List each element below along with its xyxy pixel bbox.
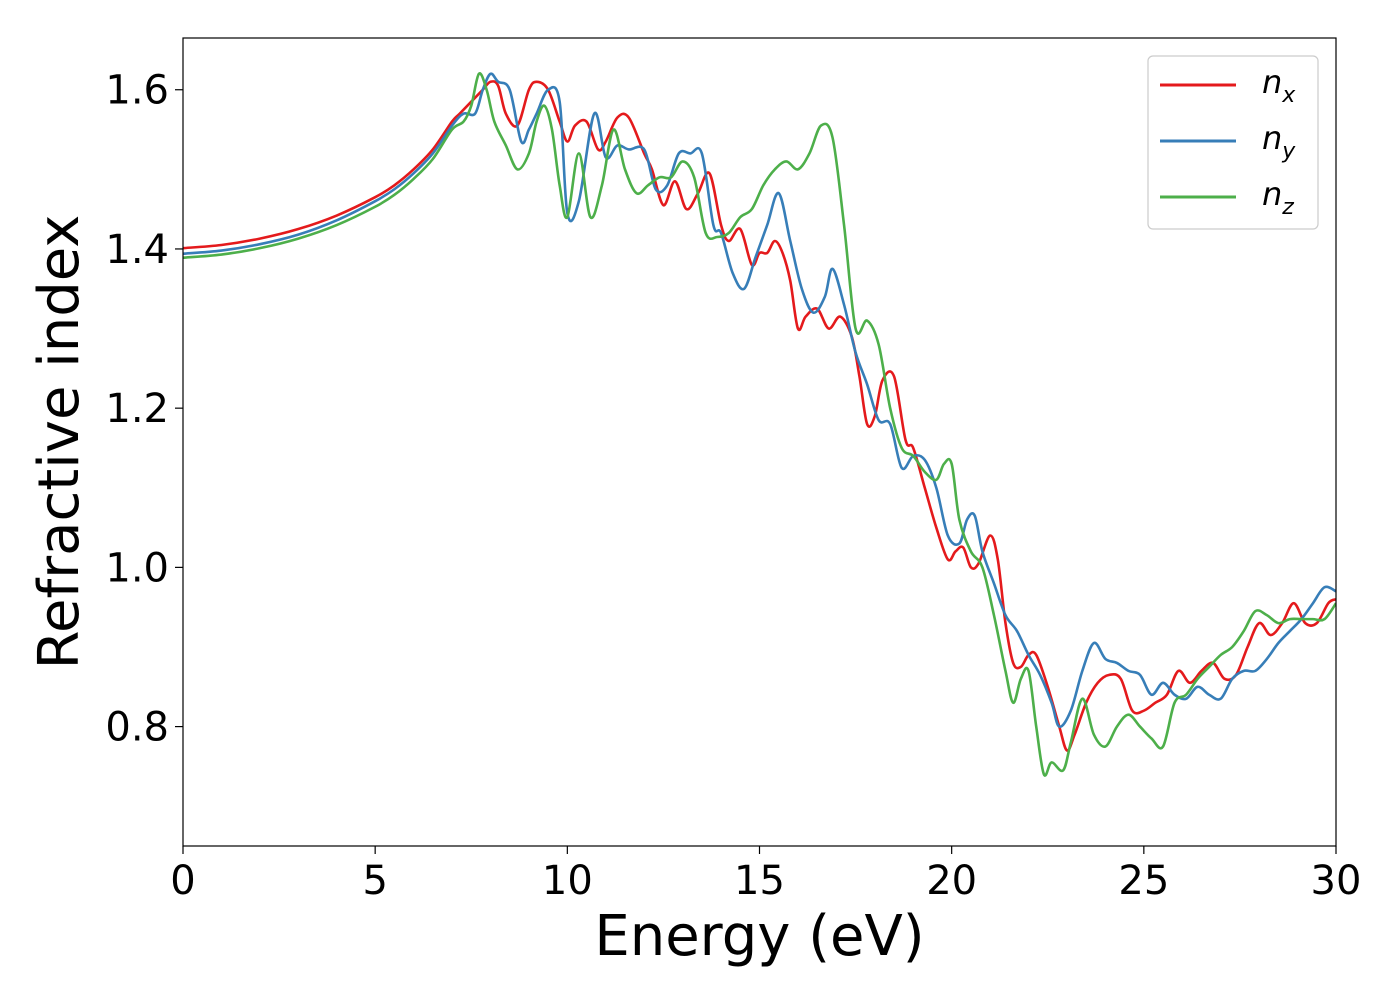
x-axis-ticks: 0 5 10 15 20 25 30	[170, 846, 1361, 904]
x-tick-label: 30	[1311, 858, 1362, 904]
legend-label-z: nz	[1262, 175, 1294, 220]
x-tick-label: 0	[170, 858, 195, 904]
legend-label-base: n	[1262, 119, 1282, 157]
y-tick-label: 0.8	[105, 705, 169, 751]
x-tick-label: 5	[362, 858, 387, 904]
legend-label-y: ny	[1262, 119, 1296, 164]
series-line-y	[183, 72, 1336, 728]
legend-label-subscript: z	[1281, 195, 1294, 220]
legend-label-base: n	[1262, 175, 1282, 213]
series-lines	[183, 72, 1336, 777]
y-tick-label: 1.4	[105, 227, 169, 273]
y-tick-label: 1.6	[105, 68, 169, 114]
y-axis-title: Refractive index	[27, 215, 92, 670]
y-tick-label: 1.2	[105, 386, 169, 432]
x-axis-title: Energy (eV)	[594, 904, 924, 969]
series-line-z	[183, 72, 1336, 777]
series-line-x	[183, 80, 1336, 752]
y-axis-ticks: 0.8 1.0 1.2 1.4 1.6	[105, 68, 183, 751]
legend-label-subscript: x	[1281, 83, 1296, 108]
x-tick-label: 25	[1118, 858, 1169, 904]
legend-label-subscript: y	[1281, 139, 1296, 164]
x-tick-label: 10	[542, 858, 593, 904]
legend-label-x: nx	[1262, 63, 1296, 108]
x-tick-label: 15	[734, 858, 785, 904]
y-tick-label: 1.0	[105, 545, 169, 591]
x-tick-label: 20	[926, 858, 977, 904]
legend-label-base: n	[1262, 63, 1282, 101]
